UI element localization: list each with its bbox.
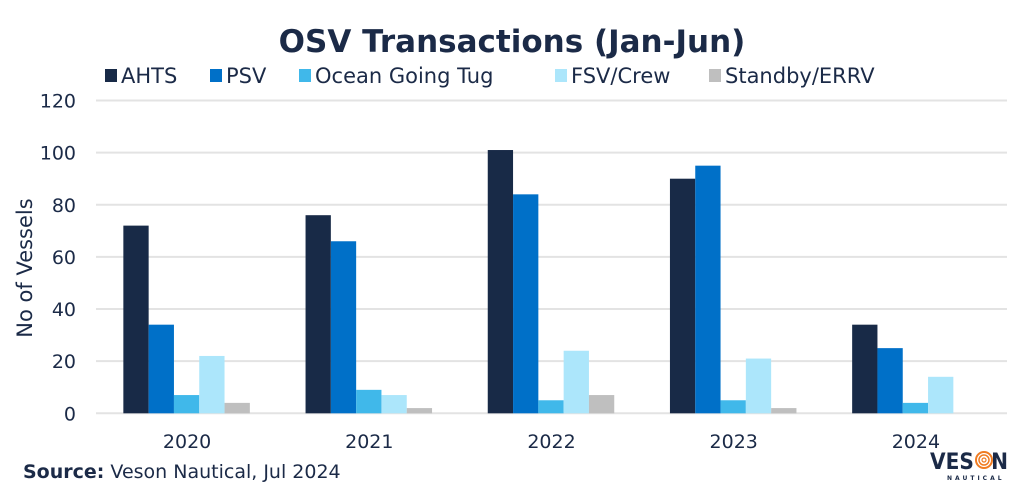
bar-psv-2022 (513, 194, 539, 414)
legend-swatch (105, 69, 117, 82)
logo-subtext: NAUTICAL (947, 475, 1005, 482)
bar-ahts-2024 (852, 324, 878, 414)
bar-psv-2023 (695, 165, 721, 414)
source-text: Veson Nautical, Jul 2024 (104, 461, 340, 483)
logo-text: VESON (930, 450, 1008, 475)
y-tick-label: 100 (40, 143, 76, 165)
bar-fsv-crew-2024 (928, 376, 954, 414)
bar-ocean-going-tug-2021 (356, 389, 382, 414)
y-tick-label: 60 (52, 247, 76, 269)
bar-fsv-crew-2022 (563, 350, 589, 414)
y-axis-label: No of Vessels (13, 198, 37, 337)
logo-o-rings-icon (975, 451, 993, 469)
legend-swatch (555, 69, 567, 82)
bar-standby-errv-2020 (224, 402, 250, 414)
bar-ocean-going-tug-2022 (538, 400, 564, 414)
y-axis-ticks: 0 20 40 60 80 100 120 (40, 91, 76, 426)
legend-swatch (299, 69, 311, 82)
x-tick-label: 2021 (345, 431, 393, 453)
legend-item: AHTS (105, 64, 177, 88)
bar-fsv-crew-2021 (381, 395, 407, 414)
bar-psv-2024 (877, 348, 903, 414)
chart-title: OSV Transactions (Jan-Jun) (279, 24, 746, 60)
bar-psv-2021 (330, 241, 357, 414)
legend: AHTS PSV Ocean Going Tug FSV/Crew Standby/ER… (105, 64, 875, 88)
source-note: Source: Veson Nautical, Jul 2024 (23, 461, 341, 483)
bar-ahts-2020 (123, 225, 149, 414)
legend-item: FSV/Crew (555, 64, 670, 88)
bar-standby-errv-2021 (406, 408, 433, 414)
veson-logo: VESON NAUTICAL (930, 450, 1008, 482)
gridlines (96, 99, 1007, 415)
bar-ahts-2023 (669, 178, 696, 414)
bar-ocean-going-tug-2020 (173, 395, 200, 414)
bar-ahts-2021 (305, 215, 331, 414)
bar-psv-2020 (148, 324, 174, 414)
y-tick-label: 40 (52, 299, 76, 321)
x-axis-ticks: 2020 2021 2022 2023 2024 (163, 431, 940, 453)
x-tick-label: 2020 (163, 431, 211, 453)
y-tick-label: 120 (40, 91, 76, 113)
x-tick-label: 2024 (892, 431, 940, 453)
bar-fsv-crew-2020 (199, 355, 225, 414)
legend-swatch (709, 69, 721, 82)
legend-label: Ocean Going Tug (315, 64, 493, 88)
legend-label: FSV/Crew (571, 64, 670, 88)
y-tick-label: 0 (64, 403, 76, 425)
source-label: Source: (23, 461, 104, 483)
bar-fsv-crew-2023 (745, 358, 772, 414)
bars (123, 150, 954, 414)
x-tick-label: 2023 (710, 431, 758, 453)
bar-ocean-going-tug-2024 (902, 402, 929, 414)
x-tick-label: 2022 (527, 431, 575, 453)
bar-standby-errv-2022 (588, 395, 615, 414)
legend-label: PSV (226, 64, 267, 88)
legend-item: PSV (210, 64, 267, 88)
y-tick-label: 80 (52, 195, 76, 217)
legend-item: Ocean Going Tug (299, 64, 493, 88)
bar-standby-errv-2023 (771, 408, 797, 414)
bar-ocean-going-tug-2023 (720, 400, 746, 414)
legend-label: Standby/ERRV (725, 64, 875, 88)
legend-label: AHTS (121, 64, 177, 88)
legend-swatch (210, 69, 222, 82)
y-tick-label: 20 (52, 351, 76, 373)
bar-ahts-2022 (487, 150, 514, 414)
legend-item: Standby/ERRV (709, 64, 875, 88)
